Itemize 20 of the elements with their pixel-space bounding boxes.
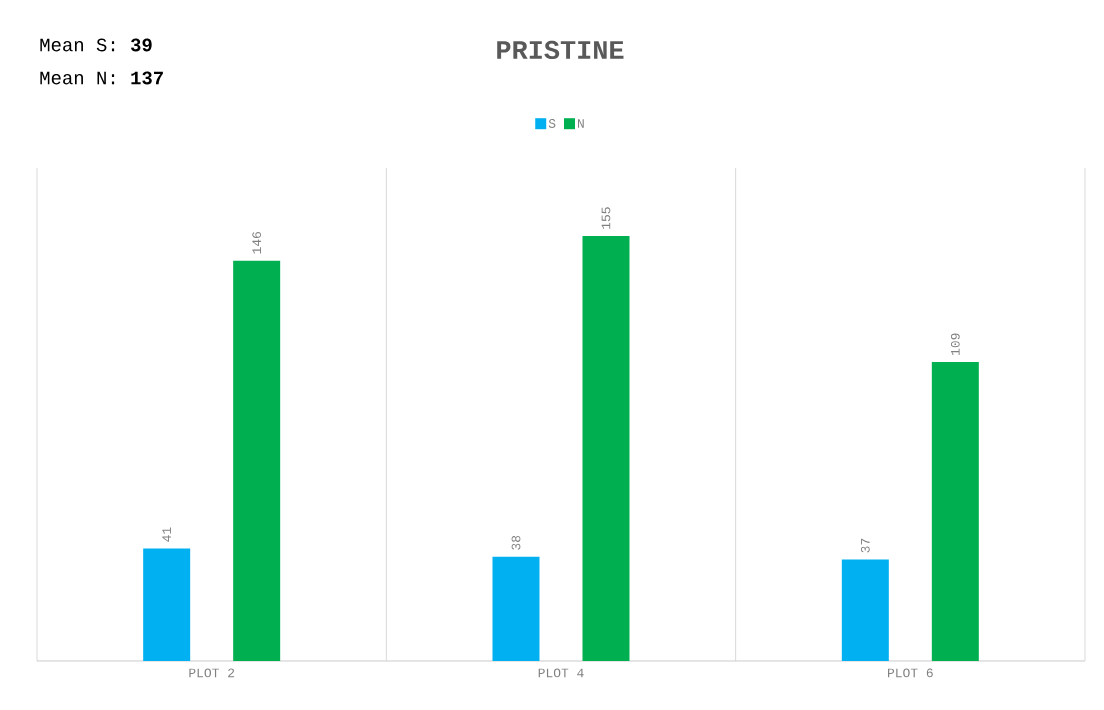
- bar: [233, 260, 281, 661]
- bar: [143, 548, 191, 661]
- bar: [841, 559, 889, 661]
- data-label: 109: [950, 333, 960, 355]
- chart-title: PRISTINE: [497, 40, 624, 60]
- legend-label: N: [578, 119, 584, 128]
- bar: [492, 556, 540, 661]
- legend-label: S: [548, 119, 556, 128]
- text: Mean S: 39: [40, 38, 152, 52]
- data-label: 146: [252, 231, 262, 254]
- data-label: 41: [162, 527, 171, 542]
- text: Mean N: 137: [40, 71, 163, 85]
- x-tick-label: PLOT 6: [888, 668, 933, 678]
- x-tick-label: PLOT 4: [538, 668, 584, 678]
- bar: [931, 362, 979, 661]
- data-label: 38: [511, 535, 521, 550]
- data-label: 37: [860, 538, 870, 553]
- data-label: 155: [601, 207, 611, 229]
- x-tick-label: PLOT 2: [189, 668, 235, 678]
- bar: [582, 235, 630, 661]
